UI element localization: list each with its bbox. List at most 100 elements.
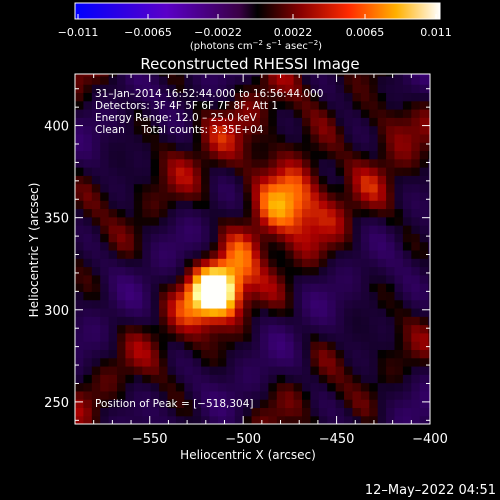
heatmap-cell — [108, 92, 118, 102]
heatmap-cell — [335, 216, 345, 226]
heatmap-cell — [259, 291, 269, 301]
heatmap-cell — [83, 208, 93, 218]
colorbar-gradient — [75, 3, 440, 19]
heatmap-cell — [91, 241, 101, 251]
heatmap-cell — [133, 390, 143, 400]
heatmap-cell — [285, 390, 295, 400]
heatmap-cell — [268, 92, 278, 102]
heatmap-cell — [259, 258, 269, 268]
heatmap-cell — [108, 216, 118, 226]
heatmap-cell — [268, 75, 278, 85]
heatmap-cell — [318, 316, 328, 326]
heatmap-cell — [167, 415, 177, 424]
heatmap-cell — [276, 92, 286, 102]
heatmap-cell — [428, 216, 430, 226]
heatmap-cell — [201, 349, 211, 359]
heatmap-cell — [142, 109, 152, 118]
heatmap-cell — [100, 225, 110, 234]
heatmap-cell — [75, 183, 85, 193]
heatmap-cell — [360, 225, 370, 234]
heatmap-cell — [386, 200, 396, 210]
heatmap-cell — [234, 208, 244, 218]
heatmap-cell — [159, 258, 169, 268]
heatmap-cell — [184, 109, 194, 118]
heatmap-cell — [133, 158, 143, 168]
heatmap-cell — [344, 117, 354, 127]
heatmap-cell — [352, 390, 362, 400]
heatmap-cell — [100, 365, 110, 375]
heatmap-cell — [133, 399, 143, 409]
heatmap-cell — [133, 332, 143, 342]
heatmap-cell — [159, 357, 169, 367]
heatmap-cell — [184, 399, 194, 409]
heatmap-cell — [293, 407, 303, 417]
heatmap-cell — [243, 175, 253, 185]
heatmap-cell — [133, 365, 143, 375]
heatmap-cell — [117, 74, 127, 77]
heatmap-cell — [402, 216, 412, 226]
heatmap-cell — [159, 390, 169, 400]
heatmap-cell — [302, 75, 312, 85]
heatmap-cell — [133, 249, 143, 259]
heatmap-cell — [192, 150, 202, 160]
heatmap-cell — [150, 158, 160, 168]
heatmap-cell — [310, 307, 320, 317]
heatmap-cell — [142, 200, 152, 210]
heatmap-cell — [360, 324, 370, 334]
heatmap-cell — [217, 117, 227, 127]
heatmap-cell — [234, 109, 244, 118]
heatmap-cell — [360, 407, 370, 417]
heatmap-cell — [209, 175, 219, 185]
heatmap-cell — [302, 249, 312, 259]
heatmap-cell — [75, 249, 85, 259]
heatmap-cell — [142, 175, 152, 185]
heatmap-cell — [234, 92, 244, 102]
heatmap-cell — [327, 216, 337, 226]
heatmap-cell — [302, 357, 312, 367]
footer-date: 12–May–2022 04:51 — [365, 483, 496, 498]
heatmap-cell — [251, 357, 261, 367]
heatmap-cell — [125, 382, 135, 392]
heatmap-cell — [243, 133, 253, 143]
heatmap-cell — [251, 175, 261, 185]
heatmap-cell — [175, 374, 185, 384]
heatmap-cell — [377, 266, 387, 276]
heatmap-cell — [419, 332, 429, 342]
heatmap-cell — [234, 382, 244, 392]
heatmap-cell — [251, 291, 261, 301]
heatmap-cell — [243, 191, 253, 201]
heatmap-cell — [108, 241, 118, 251]
heatmap-cell — [293, 249, 303, 259]
heatmap-cell — [100, 100, 110, 110]
heatmap-cell — [302, 225, 312, 234]
heatmap-cell — [251, 249, 261, 259]
heatmap-cell — [201, 258, 211, 268]
heatmap-cell — [259, 133, 269, 143]
heatmap-cell — [192, 291, 202, 301]
heatmap-cell — [243, 399, 253, 409]
heatmap-cell — [419, 109, 429, 118]
heatmap-cell — [108, 183, 118, 193]
heatmap-cell — [310, 175, 320, 185]
heatmap-cell — [310, 266, 320, 276]
heatmap-cell — [201, 117, 211, 127]
heatmap-cell — [386, 150, 396, 160]
heatmap-cell — [243, 92, 253, 102]
heatmap-cell — [302, 150, 312, 160]
heatmap-cell — [159, 92, 169, 102]
heatmap-cell — [217, 175, 227, 185]
heatmap-cell — [75, 374, 85, 384]
heatmap-cell — [394, 407, 404, 417]
heatmap-cell — [175, 283, 185, 292]
heatmap-cell — [352, 407, 362, 417]
heatmap-cell — [386, 365, 396, 375]
heatmap-cell — [175, 117, 185, 127]
heatmap-cell — [285, 341, 295, 350]
heatmap-cell — [117, 249, 127, 259]
heatmap-cell — [276, 241, 286, 251]
heatmap-cell — [411, 283, 421, 292]
heatmap-cell — [167, 142, 177, 152]
heatmap-cell — [226, 374, 236, 384]
heatmap-cell — [125, 316, 135, 326]
heatmap-cell — [133, 233, 143, 243]
